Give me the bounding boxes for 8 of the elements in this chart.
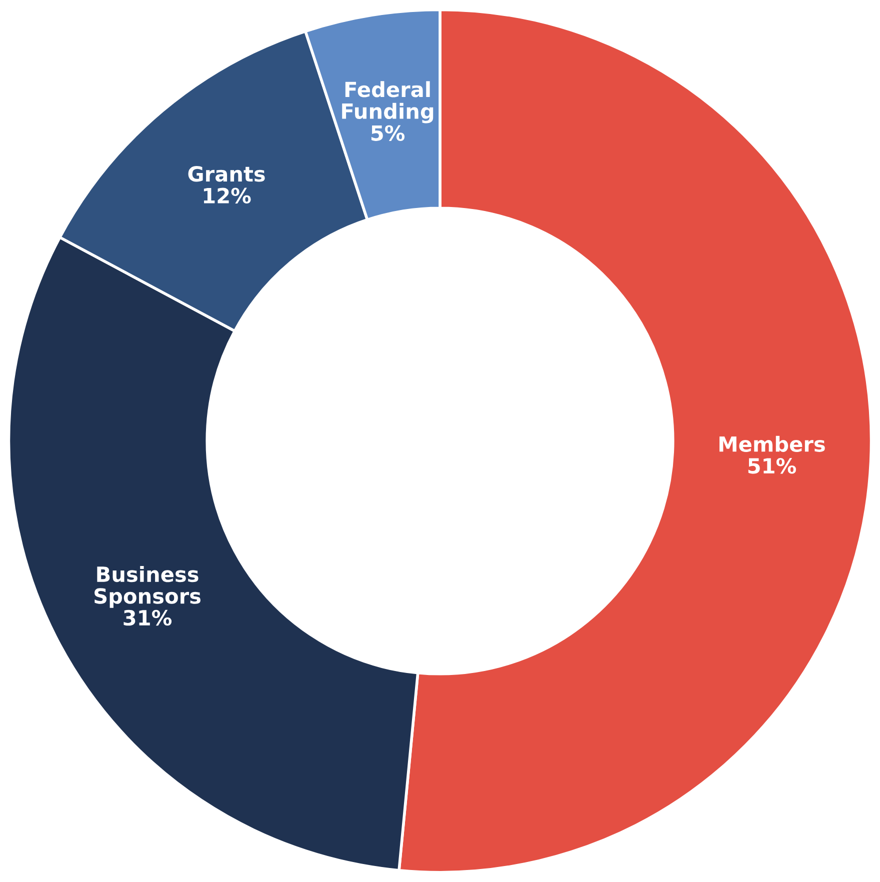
- slice-label: Federal Funding: [342, 81, 434, 124]
- data-label: 51%: [748, 458, 796, 474]
- data-label: 31%: [124, 610, 172, 626]
- slice-label: Business Sponsors: [94, 566, 201, 608]
- data-label: 5%: [371, 125, 405, 141]
- data-label: 12%: [204, 188, 251, 204]
- slice-label: Members: [719, 436, 825, 452]
- slice-label: Grants: [188, 166, 265, 182]
